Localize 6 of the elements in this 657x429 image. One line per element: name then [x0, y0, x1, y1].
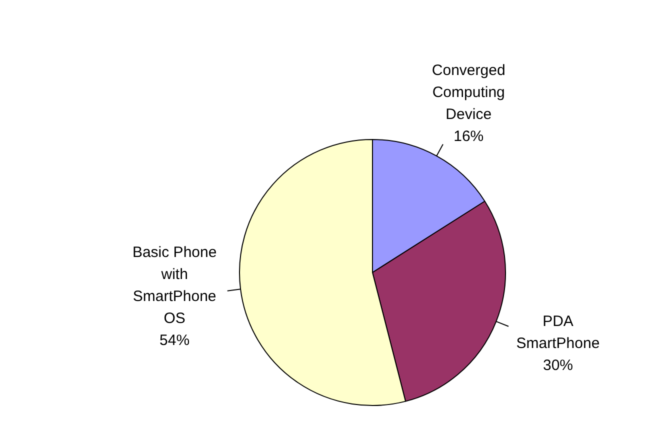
- data-label: 30%: [542, 356, 574, 374]
- data-label: 54%: [160, 332, 190, 350]
- data-label: 16%: [454, 128, 484, 146]
- slice-label: PDA SmartPhone: [516, 312, 600, 352]
- slice-label: Converged Computing Device: [432, 62, 506, 124]
- slice-label: Basic Phone with SmartPhone OS: [132, 244, 217, 328]
